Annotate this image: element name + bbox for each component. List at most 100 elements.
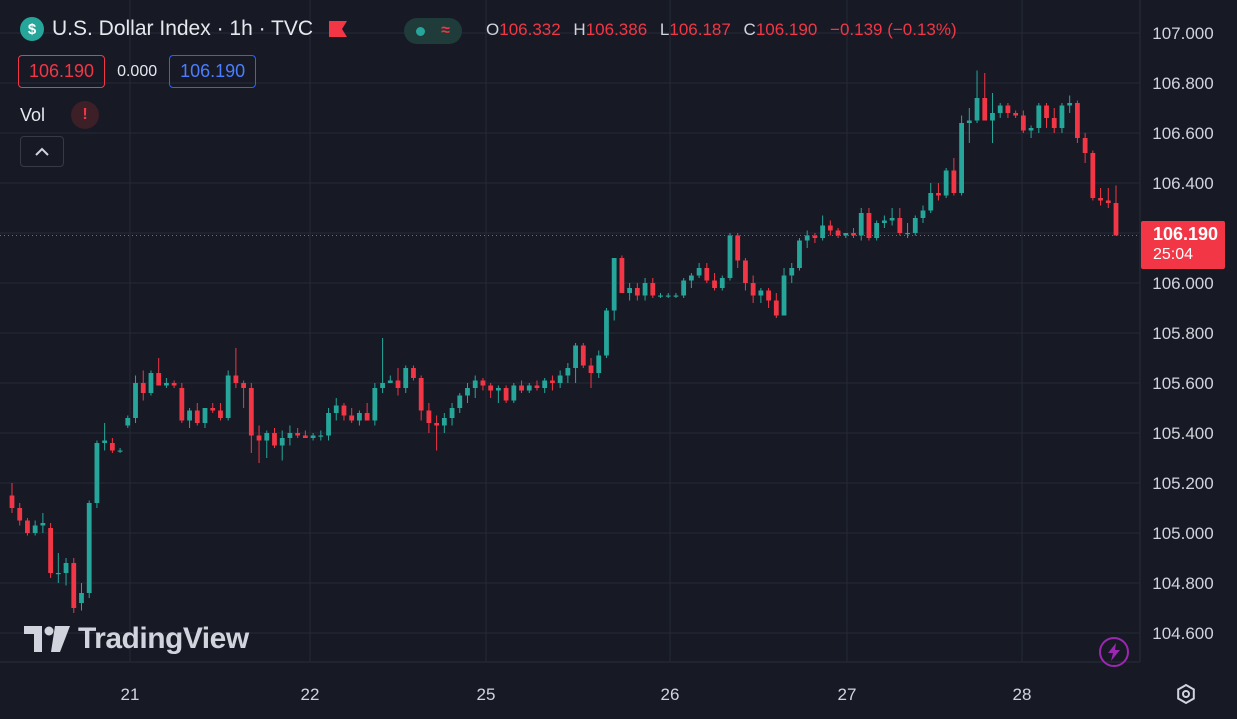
candle-body xyxy=(395,380,401,388)
candle-body xyxy=(40,523,46,526)
candle-body xyxy=(905,233,910,235)
candle-body xyxy=(449,408,455,418)
last-price-label: 106.190 25:04 xyxy=(1141,221,1225,269)
candle-body xyxy=(1051,118,1057,128)
price-tick-label: 107.000 xyxy=(1152,24,1213,43)
lightning-icon[interactable] xyxy=(1099,637,1129,667)
spread-value: 0.000 xyxy=(117,62,158,80)
candle-body xyxy=(441,418,447,426)
candle-body xyxy=(727,235,733,278)
candle-body xyxy=(627,288,633,293)
symbol-title[interactable]: U.S. Dollar Index · 1h · TVC xyxy=(52,17,314,40)
high-label: H xyxy=(573,20,586,39)
candle-body xyxy=(364,413,370,421)
candle-body xyxy=(179,388,185,421)
candle-body xyxy=(1013,113,1019,116)
candle-body xyxy=(642,283,648,296)
candle-body xyxy=(866,213,872,238)
chevron-up-icon xyxy=(35,147,49,156)
candle-body xyxy=(233,375,239,383)
candle-body xyxy=(465,388,470,396)
open-label: O xyxy=(486,20,500,39)
candle-body xyxy=(79,593,84,603)
tradingview-logo[interactable]: TradingView xyxy=(24,622,249,656)
candle-body xyxy=(434,423,440,426)
candle-body xyxy=(542,380,548,388)
candle-body xyxy=(25,520,30,533)
candle-body xyxy=(974,98,980,121)
price-tick-label: 106.400 xyxy=(1152,174,1213,193)
candle-body xyxy=(743,260,748,283)
candle-body xyxy=(71,563,77,608)
collapse-legend-button[interactable] xyxy=(20,136,64,167)
candle-body xyxy=(573,345,578,368)
flag-icon[interactable] xyxy=(329,21,348,37)
candle-body xyxy=(773,300,779,316)
candle-body xyxy=(287,433,293,438)
candle-body xyxy=(889,218,895,221)
candle-body xyxy=(164,383,169,386)
low-value: 106.187 xyxy=(669,20,731,39)
time-tick-label: 25 xyxy=(477,685,496,704)
candle-body xyxy=(488,385,494,391)
volume-legend: Vol ! xyxy=(20,101,100,129)
low-label: L xyxy=(659,20,670,39)
candle-body xyxy=(218,410,223,418)
time-tick-label: 21 xyxy=(121,685,140,704)
candle-body xyxy=(789,268,795,276)
chart-header: $ U.S. Dollar Index · 1h · TVC xyxy=(20,14,348,44)
candle-body xyxy=(1044,105,1049,118)
candle-body xyxy=(1098,198,1103,201)
ohlc-legend: O106.332 H106.386 L106.187 C106.190 −0.1… xyxy=(486,20,965,40)
candle-body xyxy=(511,385,517,401)
warning-icon[interactable]: ! xyxy=(71,101,100,129)
sell-price-button[interactable]: 106.190 xyxy=(18,55,106,88)
candle-body xyxy=(650,283,656,296)
candle-body xyxy=(951,170,957,193)
candle-body xyxy=(48,528,53,573)
settings-icon[interactable] xyxy=(1175,683,1197,705)
price-axis: 107.000106.800106.600106.400106.200106.0… xyxy=(1152,24,1213,643)
candle-body xyxy=(920,210,926,218)
dollar-icon[interactable]: $ xyxy=(20,17,44,41)
price-tick-label: 106.000 xyxy=(1152,274,1213,293)
candle-body xyxy=(1028,128,1034,131)
close-value: 106.190 xyxy=(755,20,818,39)
candle-body xyxy=(272,433,277,446)
candle-body xyxy=(372,388,378,421)
candle-body xyxy=(310,435,316,438)
candle-body xyxy=(858,213,864,236)
volume-label[interactable]: Vol xyxy=(20,104,46,125)
status-dot-icon xyxy=(416,26,426,36)
candle-body xyxy=(148,373,154,393)
candle-body xyxy=(295,433,301,436)
candle-body xyxy=(681,280,687,296)
candle-body xyxy=(194,410,200,423)
candle-body xyxy=(102,440,108,443)
bid-ask-row: 106.190 0.000 106.190 xyxy=(18,55,257,88)
candle-body xyxy=(766,290,771,301)
candle-body xyxy=(1105,200,1111,203)
candle-body xyxy=(827,225,833,231)
price-tick-label: 105.200 xyxy=(1152,474,1213,493)
close-label: C xyxy=(743,20,756,39)
candle-body xyxy=(171,383,177,386)
candle-body xyxy=(1067,103,1073,106)
candles xyxy=(9,70,1119,613)
grid-lines xyxy=(0,0,1141,663)
time-tick-label: 22 xyxy=(301,685,320,704)
candle-body xyxy=(387,380,393,383)
buy-price-button[interactable]: 106.190 xyxy=(169,55,257,88)
candle-body xyxy=(9,495,15,508)
tv-logo-icon xyxy=(24,626,70,652)
market-status-pill[interactable]: ≈ xyxy=(404,18,462,44)
bar-countdown: 25:04 xyxy=(1153,246,1194,263)
price-tick-label: 106.800 xyxy=(1152,74,1213,93)
candle-body xyxy=(673,295,679,297)
candle-body xyxy=(596,355,602,373)
candle-body xyxy=(719,278,725,288)
candle-body xyxy=(812,235,818,238)
candle-body xyxy=(696,268,702,276)
